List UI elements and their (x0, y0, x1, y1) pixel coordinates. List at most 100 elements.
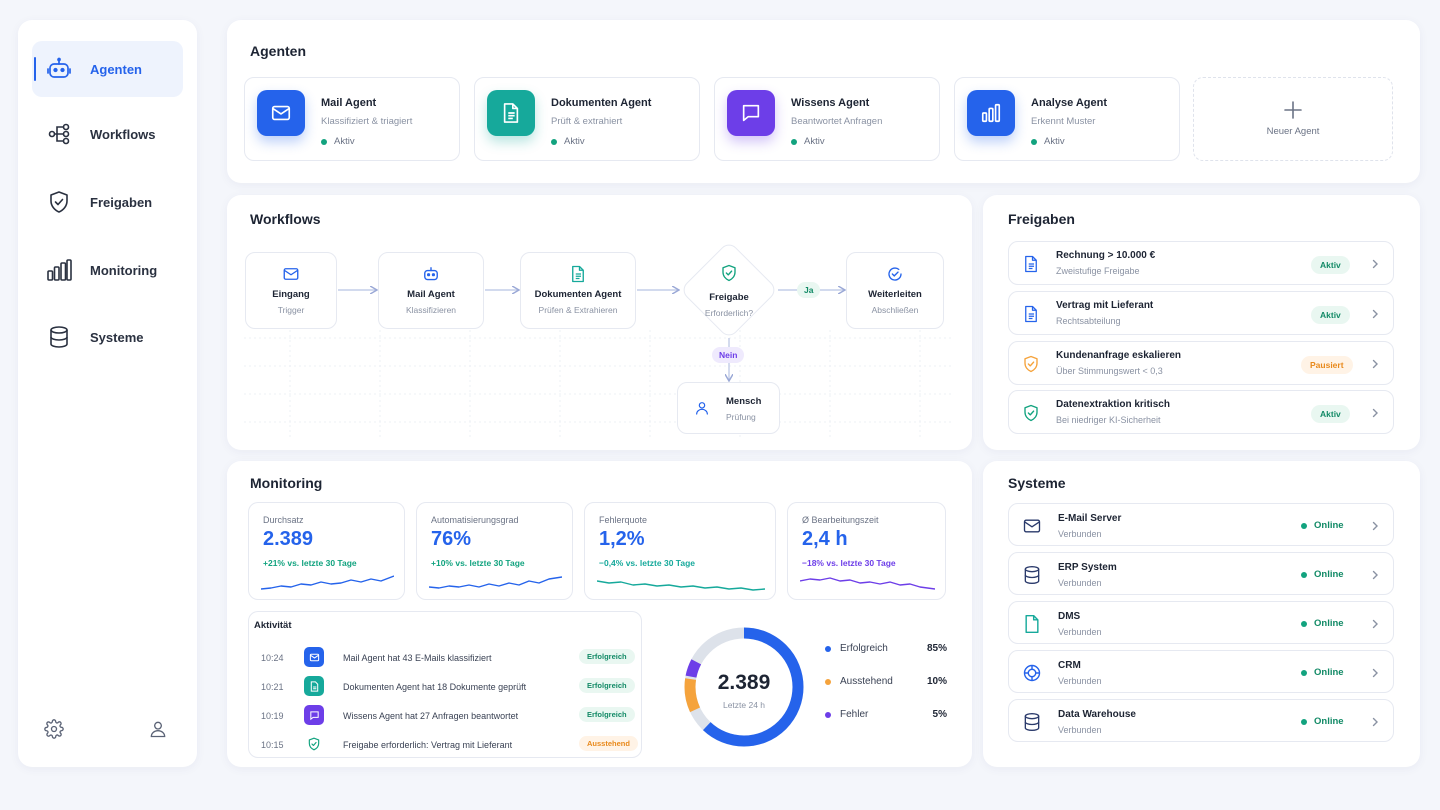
system-row[interactable]: Data Warehouse Verbunden Online (1008, 699, 1394, 742)
activity-text: Freigabe erforderlich: Vertrag mit Liefe… (343, 740, 513, 750)
activity-time: 10:15 (261, 740, 284, 750)
approval-sub: Zweistufige Freigabe (1056, 266, 1140, 276)
system-name: ERP System (1058, 562, 1117, 573)
system-row[interactable]: E-Mail Server Verbunden Online (1008, 503, 1394, 546)
sidebar-item-label: Monitoring (90, 262, 158, 278)
workflows-title: Workflows (250, 211, 321, 227)
agent-status-label: Aktiv (564, 136, 585, 147)
sidebar-item-label: Workflows (90, 126, 156, 142)
workflow-node-dokumenten-agent[interactable]: Dokumenten Agent Prüfen & Extrahieren (520, 252, 636, 329)
agent-name: Analyse Agent (1031, 97, 1108, 109)
status-online: Online (1301, 667, 1344, 678)
new-agent-button[interactable]: Neuer Agent (1193, 77, 1393, 161)
chat-icon (304, 705, 324, 725)
status-dot (551, 138, 557, 145)
legend-item: Ausstehend 10% (825, 675, 947, 691)
metric-label: Automatisierungsgrad (431, 515, 519, 525)
approval-sub: Rechtsabteilung (1056, 316, 1121, 326)
activity-row[interactable]: 10:24 Mail Agent hat 43 E-Mails klassifi… (249, 644, 643, 673)
system-row[interactable]: DMS Verbunden Online (1008, 601, 1394, 644)
metric-card-automatisierung[interactable]: Automatisierungsgrad 76% +10% vs. letzte… (416, 502, 573, 600)
chevron-right-icon (1372, 259, 1378, 269)
activity-row[interactable]: 10:15 Freigabe erforderlich: Vertrag mit… (249, 731, 643, 760)
sidebar-item-monitoring[interactable]: Monitoring (32, 242, 183, 298)
agent-card-mail[interactable]: Mail Agent Klassifiziert & triagiert Akt… (244, 77, 460, 161)
activity-row[interactable]: 10:21 Dokumenten Agent hat 18 Dokumente … (249, 673, 643, 702)
profile-button[interactable] (148, 719, 168, 739)
workflow-node-mail-agent[interactable]: Mail Agent Klassifizieren (378, 252, 484, 329)
decision-diamond (679, 240, 779, 340)
status-dot (1301, 522, 1307, 529)
yes-label: Ja (797, 282, 821, 298)
agent-desc: Beantwortet Anfragen (791, 116, 883, 127)
bar-chart-icon (44, 255, 74, 285)
database-icon (1022, 565, 1042, 585)
metric-delta: +10% vs. letzte 30 Tage (431, 558, 525, 568)
systems-title: Systeme (1008, 475, 1066, 491)
status-dot (1031, 138, 1037, 145)
no-label: Nein (712, 347, 745, 363)
workflow-node-mensch[interactable]: Mensch Prüfung (677, 382, 780, 434)
chat-icon (727, 90, 775, 136)
metric-value: 76% (431, 528, 472, 550)
status-dot (791, 138, 797, 145)
bar-chart-icon (967, 90, 1015, 136)
robot-icon (422, 265, 440, 283)
active-indicator (34, 57, 36, 81)
database-icon (44, 322, 74, 352)
status-online: Online (1301, 569, 1344, 580)
metric-value: 1,2% (599, 528, 645, 550)
agent-name: Wissens Agent (791, 97, 870, 109)
mail-icon (304, 647, 324, 667)
settings-button[interactable] (44, 719, 64, 739)
workflow-node-eingang[interactable]: Eingang Trigger (245, 252, 337, 329)
agent-card-dokumenten[interactable]: Dokumenten Agent Prüft & extrahiert Akti… (474, 77, 700, 161)
activity-row[interactable]: 10:19 Wissens Agent hat 27 Anfragen bean… (249, 702, 643, 731)
metric-card-fehlerquote[interactable]: Fehlerquote 1,2% −0,4% vs. letzte 30 Tag… (584, 502, 776, 600)
node-title: Weiterleiten (868, 289, 922, 300)
system-sub: Verbunden (1058, 529, 1102, 539)
chevron-right-icon (1372, 668, 1378, 678)
document-icon (1022, 255, 1040, 273)
agent-card-analyse[interactable]: Analyse Agent Erkennt Muster Aktiv (954, 77, 1180, 161)
workflow-connectors (338, 0, 972, 450)
approval-row[interactable]: Kundenanfrage eskalieren Über Stimmungsw… (1008, 341, 1394, 385)
metric-card-bearbeitungszeit[interactable]: Ø Bearbeitungszeit 2,4 h −18% vs. letzte… (787, 502, 946, 600)
chevron-right-icon (1372, 619, 1378, 629)
node-sub: Erforderlich? (704, 308, 754, 318)
workflow-node-weiterleiten[interactable]: Weiterleiten Abschließen (846, 252, 944, 329)
status-dot (1301, 718, 1307, 725)
metric-value: 2.389 (263, 528, 314, 550)
status-badge: Aktiv (1311, 306, 1350, 324)
legend-pct: 85% (926, 643, 947, 654)
status-online: Online (1301, 716, 1344, 727)
metric-value: 2,4 h (802, 528, 848, 550)
sidebar-item-agenten[interactable]: Agenten (32, 41, 183, 97)
shield-check-icon (1022, 404, 1040, 422)
agent-card-wissens[interactable]: Wissens Agent Beantwortet Anfragen Aktiv (714, 77, 940, 161)
sidebar-item-freigaben[interactable]: Freigaben (32, 174, 183, 230)
legend-item: Erfolgreich 85% (825, 642, 947, 658)
workflow-node-freigabe[interactable]: Freigabe Erforderlich? (679, 240, 779, 340)
status-dot (1301, 571, 1307, 578)
user-icon (150, 721, 166, 738)
system-row[interactable]: CRM Verbunden Online (1008, 650, 1394, 693)
metric-label: Durchsatz (263, 515, 304, 525)
donut-slice-erfolgreich (684, 627, 804, 747)
approval-row[interactable]: Datenextraktion kritisch Bei niedriger K… (1008, 390, 1394, 434)
donut-chart (684, 627, 804, 747)
plus-icon (1283, 100, 1303, 120)
sidebar-item-systeme[interactable]: Systeme (32, 309, 183, 365)
node-sub: Prüfung (726, 412, 756, 422)
node-sub: Trigger (277, 305, 305, 315)
metric-delta: −0,4% vs. letzte 30 Tage (599, 558, 695, 568)
system-row[interactable]: ERP System Verbunden Online (1008, 552, 1394, 595)
donut-value: 2.389 (717, 671, 771, 694)
sidebar-item-workflows[interactable]: Workflows (32, 106, 183, 162)
approval-row[interactable]: Rechnung > 10.000 € Zweistufige Freigabe… (1008, 241, 1394, 285)
approval-row[interactable]: Vertrag mit Lieferant Rechtsabteilung Ak… (1008, 291, 1394, 335)
chevron-right-icon (1372, 309, 1378, 319)
sidebar-item-label: Agenten (90, 61, 142, 77)
metric-card-durchsatz[interactable]: Durchsatz 2.389 +21% vs. letzte 30 Tage (248, 502, 405, 600)
legend-pct: 10% (926, 676, 947, 687)
